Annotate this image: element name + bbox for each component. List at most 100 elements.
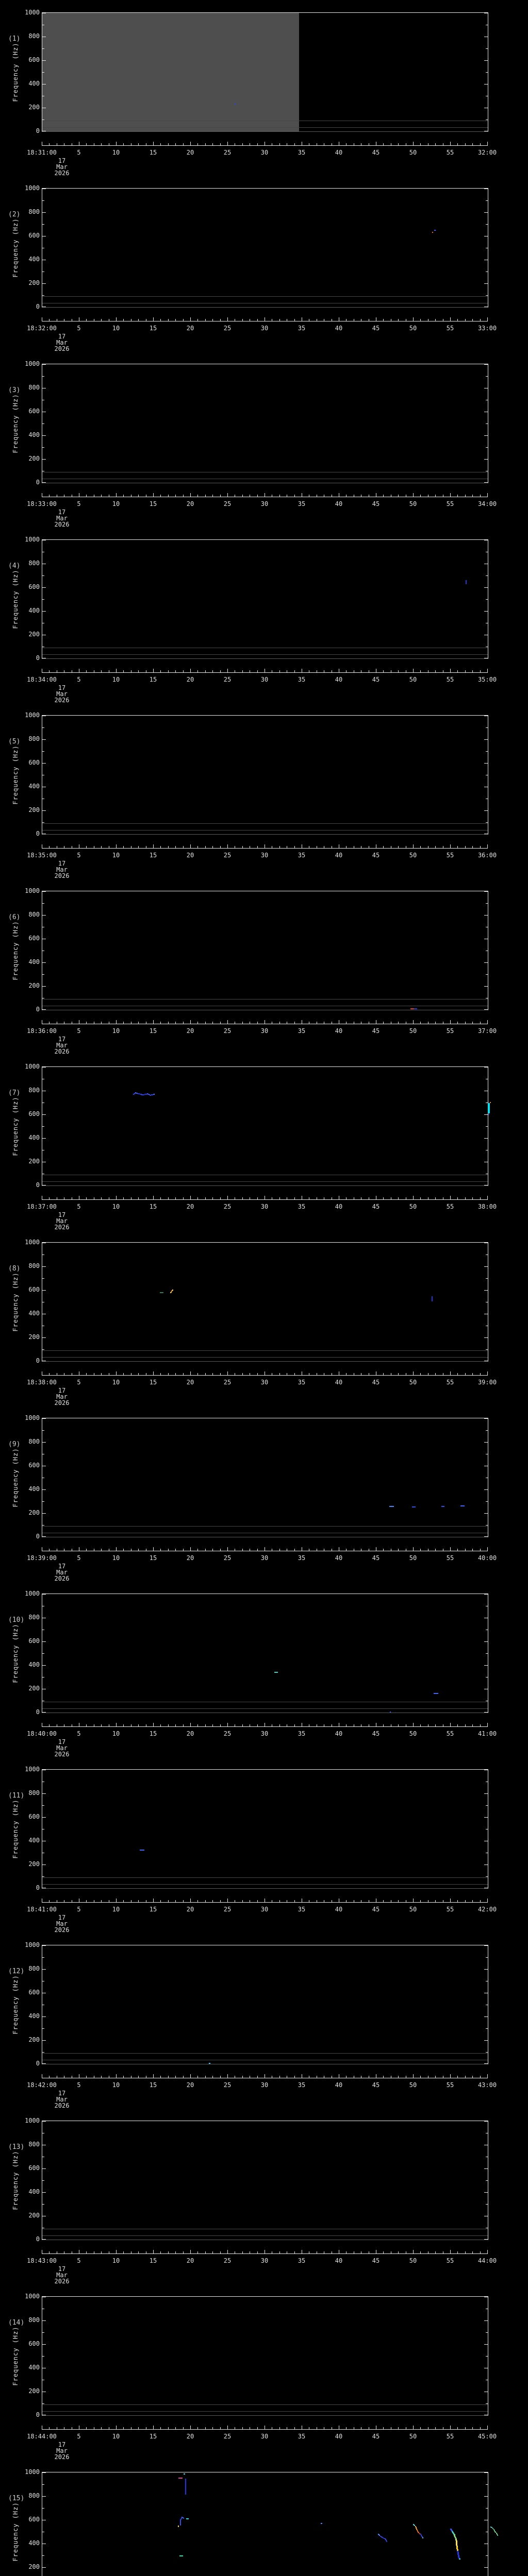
spectrogram-panel: 0 200 400 600 800 1000 (11) Frequency (Hz) 5 10 15… xyxy=(0,1766,528,1945)
x-axis-tick xyxy=(86,2427,87,2429)
y-tick-label: 0 xyxy=(36,830,40,837)
x-tick-label: 25 xyxy=(223,149,232,156)
x-axis-tick xyxy=(123,670,124,672)
date-label: Mar xyxy=(56,690,68,698)
x-axis-tick xyxy=(450,493,451,497)
spectrogram-event xyxy=(138,1093,140,1095)
y-axis-tick xyxy=(42,2180,44,2181)
y-tick-label: 1000 xyxy=(25,887,40,894)
y-tick-label: 400 xyxy=(28,256,40,263)
spectrogram-event xyxy=(413,2523,414,2525)
x-axis-tick xyxy=(242,1373,243,1375)
x-axis-tick xyxy=(480,1549,481,1551)
y-axis-tick xyxy=(484,60,488,61)
x-axis-tick xyxy=(86,846,87,848)
x-axis-tick xyxy=(197,2076,199,2078)
x-axis-tick xyxy=(420,2251,421,2253)
date-label: Mar xyxy=(56,1217,68,1225)
x-axis-tick xyxy=(205,2427,206,2429)
y-tick-label: 600 xyxy=(28,935,40,942)
date-label: 2026 xyxy=(54,1575,70,1582)
spectrogram-event xyxy=(180,2518,182,2520)
y-axis-tick xyxy=(484,763,488,764)
x-axis-tick xyxy=(420,846,421,848)
x-start-label: 18:36:00 xyxy=(27,1027,57,1035)
x-axis-tick xyxy=(220,2251,221,2253)
y-tick-label: 200 xyxy=(28,631,40,638)
y-axis-tick xyxy=(484,364,488,365)
y-axis-tick xyxy=(484,986,488,987)
x-axis-tick xyxy=(465,1373,466,1375)
y-axis-tick xyxy=(486,295,488,296)
y-tick-label: 1000 xyxy=(25,1766,40,1773)
x-axis-tick xyxy=(420,670,421,672)
spectrogram-event xyxy=(379,2535,381,2536)
y-axis-tick xyxy=(42,903,44,904)
y-tick-label: 400 xyxy=(28,958,40,965)
spectrogram-event xyxy=(452,2532,454,2533)
x-axis-tick xyxy=(227,2426,228,2429)
x-tick-label: 55 xyxy=(446,2081,454,2089)
x-axis-tick xyxy=(457,495,458,497)
y-axis-tick xyxy=(42,2204,44,2205)
spectrogram-event xyxy=(460,1505,465,1506)
y-axis-tick xyxy=(42,2472,46,2473)
x-axis-tick xyxy=(205,1724,206,1726)
x-axis-tick xyxy=(175,1197,176,1199)
x-tick-label: 5 xyxy=(77,2081,81,2089)
x-axis-tick xyxy=(227,1547,228,1551)
x-axis-tick xyxy=(472,1724,473,1726)
x-tick-label: 45 xyxy=(372,852,380,859)
x-axis-tick xyxy=(457,1549,458,1551)
spectrogram-event xyxy=(140,1094,142,1095)
y-tick-label: 200 xyxy=(28,1685,40,1692)
y-axis-tick xyxy=(484,1712,488,1713)
x-axis-tick xyxy=(279,1549,280,1551)
y-axis-tick xyxy=(486,2180,488,2181)
x-axis-tick xyxy=(242,1724,243,1726)
x-axis-tick xyxy=(116,2074,117,2078)
x-axis-tick xyxy=(197,2251,199,2253)
x-tick-label: 50 xyxy=(409,1730,417,1737)
x-axis-tick xyxy=(123,319,124,321)
y-axis-tick xyxy=(486,1525,488,1526)
x-axis-tick xyxy=(294,1197,295,1199)
panel-index-label: (3) xyxy=(8,386,21,394)
x-axis-tick xyxy=(383,2076,384,2078)
x-axis-tick xyxy=(212,1724,213,1726)
spectrogram-event xyxy=(434,230,436,231)
y-axis-tick xyxy=(484,810,488,811)
y-axis-title: Frequency (Hz) xyxy=(12,1096,19,1156)
y-tick-label: 600 xyxy=(28,232,40,239)
x-end-label: 45:00 xyxy=(477,2433,497,2440)
y-tick-label: 600 xyxy=(28,2340,40,2347)
spectrogram-event xyxy=(421,2535,422,2537)
x-tick-label: 30 xyxy=(260,676,269,683)
x-axis-tick xyxy=(294,2427,295,2429)
panel-index-label: (5) xyxy=(8,738,21,745)
y-axis-tick xyxy=(42,435,46,436)
x-tick-label: 30 xyxy=(260,500,269,507)
x-axis-tick xyxy=(279,143,280,145)
x-axis-tick xyxy=(398,495,399,497)
x-tick-label: 20 xyxy=(186,1730,194,1737)
x-axis-tick xyxy=(279,1900,280,1902)
x-axis-tick xyxy=(212,1373,213,1375)
x-axis-tick xyxy=(457,2251,458,2253)
x-tick-label: 45 xyxy=(372,2433,380,2440)
y-axis-tick xyxy=(42,200,44,201)
spectrogram-event xyxy=(184,2473,186,2475)
x-axis-tick xyxy=(212,670,213,672)
x-tick-label: 55 xyxy=(446,325,454,332)
date-label: Mar xyxy=(56,2272,68,2279)
y-axis-tick xyxy=(42,1817,46,1818)
x-tick-label: 10 xyxy=(112,325,120,332)
x-tick-label: 50 xyxy=(409,852,417,859)
x-axis-tick xyxy=(257,143,258,145)
y-tick-label: 600 xyxy=(28,1989,40,1996)
x-axis-tick xyxy=(183,495,184,497)
x-axis-tick xyxy=(435,2427,436,2429)
y-axis-tick xyxy=(42,1138,46,1139)
spectrogram-event xyxy=(170,1292,172,1294)
spectrogram-event xyxy=(457,2552,459,2554)
